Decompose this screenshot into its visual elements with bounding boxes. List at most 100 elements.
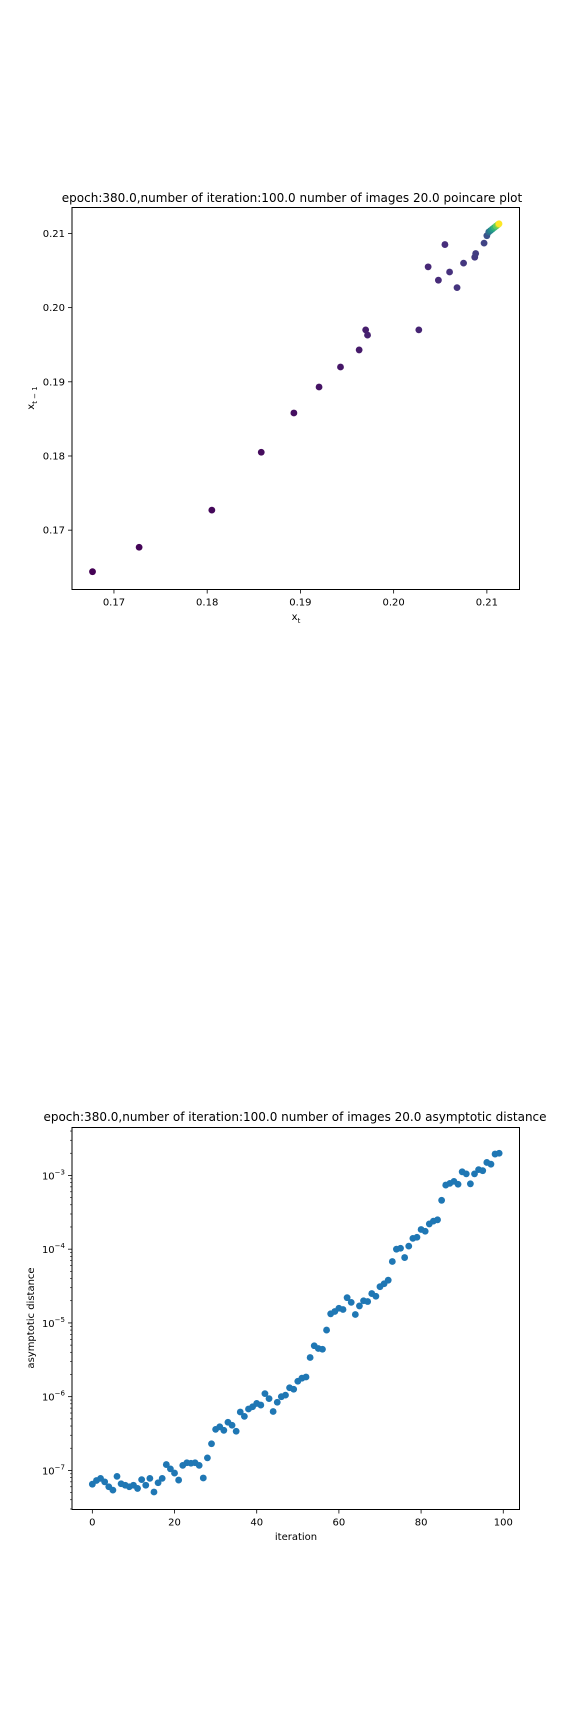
poincare-point bbox=[135, 543, 143, 551]
asymptotic-point bbox=[454, 1180, 462, 1188]
asymptotic-point bbox=[306, 1354, 314, 1361]
asymptotic-point bbox=[240, 1413, 248, 1420]
poincare-x-label-sub: t bbox=[298, 617, 301, 625]
asymptotic-point bbox=[236, 1408, 244, 1416]
asymptotic-point bbox=[356, 1302, 363, 1310]
asymptotic-point bbox=[401, 1254, 409, 1261]
asymptotic-point bbox=[204, 1454, 211, 1462]
asymptotic-point bbox=[265, 1395, 273, 1403]
asymptotic-x-tick-label: 80 bbox=[415, 1518, 428, 1529]
asymptotic-point bbox=[109, 1486, 117, 1494]
asymptotic-point bbox=[220, 1426, 228, 1434]
asymptotic-y-tick-label: 10−3 bbox=[42, 1168, 65, 1182]
poincare-y-tick-label: 0.17 bbox=[43, 526, 65, 537]
asymptotic-y-ticks: 10−7 10−6 10−5 10−4 10−3 bbox=[42, 1130, 72, 1510]
asymptotic-points bbox=[88, 1149, 503, 1496]
asymptotic-point bbox=[434, 1216, 441, 1224]
asymptotic-point bbox=[421, 1227, 429, 1235]
asymptotic-point bbox=[339, 1306, 347, 1313]
asymptotic-chart: epoch:380.0,number of iteration:100.0 nu… bbox=[26, 1110, 547, 1543]
poincare-y-ticks: 0.17 0.18 0.19 0.20 0.21 bbox=[43, 229, 72, 537]
asymptotic-title: epoch:380.0,number of iteration:100.0 nu… bbox=[43, 1110, 546, 1124]
poincare-point bbox=[290, 409, 298, 417]
asymptotic-point bbox=[351, 1311, 359, 1318]
asymptotic-point bbox=[471, 1170, 478, 1178]
asymptotic-point bbox=[364, 1298, 372, 1305]
poincare-y-tick-label: 0.21 bbox=[43, 229, 65, 240]
poincare-chart: epoch:380.0,number of iteration:100.0 nu… bbox=[26, 191, 522, 625]
poincare-x-label-main: x bbox=[292, 612, 298, 623]
asymptotic-point bbox=[269, 1408, 277, 1415]
asymptotic-point bbox=[282, 1391, 289, 1399]
poincare-point bbox=[472, 250, 480, 257]
asymptotic-point bbox=[487, 1160, 495, 1168]
asymptotic-y-tick-label: 10−4 bbox=[42, 1242, 66, 1256]
poincare-point bbox=[364, 331, 371, 339]
poincare-axes-frame bbox=[71, 207, 520, 590]
asymptotic-point bbox=[466, 1180, 474, 1188]
asymptotic-y-tick-label: 10−6 bbox=[42, 1390, 66, 1404]
asymptotic-y-label: asymptotic distance bbox=[26, 1267, 37, 1368]
poincare-x-ticks: 0.17 0.18 0.19 0.20 0.21 bbox=[103, 589, 498, 609]
asymptotic-point bbox=[397, 1244, 404, 1252]
poincare-y-tick-label: 0.19 bbox=[43, 377, 65, 388]
asymptotic-point bbox=[208, 1440, 215, 1448]
asymptotic-point bbox=[228, 1421, 236, 1429]
asymptotic-point bbox=[413, 1233, 421, 1241]
asymptotic-point bbox=[142, 1481, 150, 1489]
poincare-point bbox=[495, 220, 503, 228]
asymptotic-point bbox=[479, 1167, 487, 1175]
poincare-point bbox=[362, 326, 370, 334]
asymptotic-y-tick-label: 10−5 bbox=[42, 1316, 65, 1330]
poincare-point bbox=[208, 506, 216, 514]
asymptotic-point bbox=[462, 1170, 470, 1178]
poincare-point bbox=[337, 363, 344, 371]
asymptotic-point bbox=[405, 1242, 413, 1250]
asymptotic-point bbox=[495, 1149, 503, 1157]
poincare-points bbox=[89, 220, 503, 576]
asymptotic-point bbox=[290, 1385, 298, 1393]
poincare-point bbox=[446, 268, 453, 276]
asymptotic-point bbox=[150, 1488, 158, 1496]
asymptotic-x-ticks: 0 20 40 60 80 100 bbox=[89, 1509, 513, 1529]
poincare-x-tick-label: 0.17 bbox=[103, 598, 125, 609]
asymptotic-point bbox=[257, 1401, 265, 1409]
asymptotic-point bbox=[101, 1478, 109, 1486]
asymptotic-axes-frame bbox=[71, 1127, 520, 1510]
asymptotic-x-label: iteration bbox=[275, 1532, 317, 1543]
asymptotic-point bbox=[343, 1294, 351, 1302]
poincare-point bbox=[257, 448, 265, 456]
asymptotic-point bbox=[261, 1390, 269, 1398]
asymptotic-point bbox=[146, 1474, 154, 1482]
asymptotic-point bbox=[319, 1345, 326, 1353]
asymptotic-point bbox=[438, 1196, 446, 1204]
poincare-point bbox=[355, 346, 363, 354]
asymptotic-point bbox=[302, 1373, 310, 1381]
poincare-point bbox=[415, 326, 423, 334]
poincare-point bbox=[315, 383, 323, 391]
asymptotic-point bbox=[113, 1472, 121, 1480]
asymptotic-point bbox=[323, 1326, 330, 1334]
asymptotic-point bbox=[388, 1258, 396, 1265]
poincare-y-label-sub: t − 1 bbox=[31, 386, 39, 404]
poincare-point bbox=[89, 568, 96, 576]
poincare-y-tick-label: 0.18 bbox=[43, 451, 65, 462]
asymptotic-point bbox=[175, 1476, 183, 1484]
asymptotic-point bbox=[158, 1474, 166, 1482]
poincare-y-label: xt − 1 bbox=[26, 386, 39, 409]
asymptotic-point bbox=[171, 1469, 178, 1477]
asymptotic-point bbox=[372, 1292, 380, 1300]
poincare-x-tick-label: 0.20 bbox=[383, 598, 405, 609]
poincare-x-tick-label: 0.18 bbox=[196, 598, 218, 609]
poincare-point bbox=[480, 239, 488, 247]
poincare-title: epoch:380.0,number of iteration:100.0 nu… bbox=[62, 191, 523, 205]
asymptotic-point bbox=[162, 1461, 170, 1468]
asymptotic-y-tick-label: 10−7 bbox=[42, 1463, 65, 1477]
asymptotic-x-tick-label: 40 bbox=[250, 1518, 263, 1529]
asymptotic-x-tick-label: 20 bbox=[168, 1518, 181, 1529]
asymptotic-point bbox=[134, 1485, 141, 1492]
asymptotic-point bbox=[232, 1427, 240, 1435]
poincare-x-tick-label: 0.19 bbox=[289, 598, 311, 609]
asymptotic-point bbox=[154, 1479, 162, 1487]
